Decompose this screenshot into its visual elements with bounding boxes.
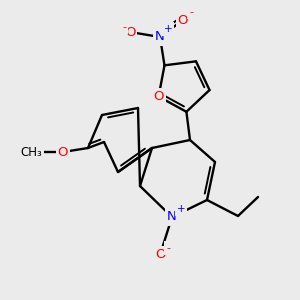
- Text: -: -: [189, 7, 193, 17]
- Text: +: +: [164, 24, 172, 34]
- Text: +: +: [177, 204, 185, 214]
- Text: N: N: [155, 31, 165, 44]
- Text: -: -: [122, 22, 126, 32]
- Text: O: O: [125, 26, 135, 38]
- Text: O: O: [178, 14, 188, 26]
- Text: O: O: [155, 248, 165, 262]
- Text: O: O: [153, 90, 164, 103]
- Text: CH₃: CH₃: [20, 146, 42, 158]
- Text: -: -: [166, 243, 170, 253]
- Text: N: N: [167, 211, 177, 224]
- Text: O: O: [58, 146, 68, 158]
